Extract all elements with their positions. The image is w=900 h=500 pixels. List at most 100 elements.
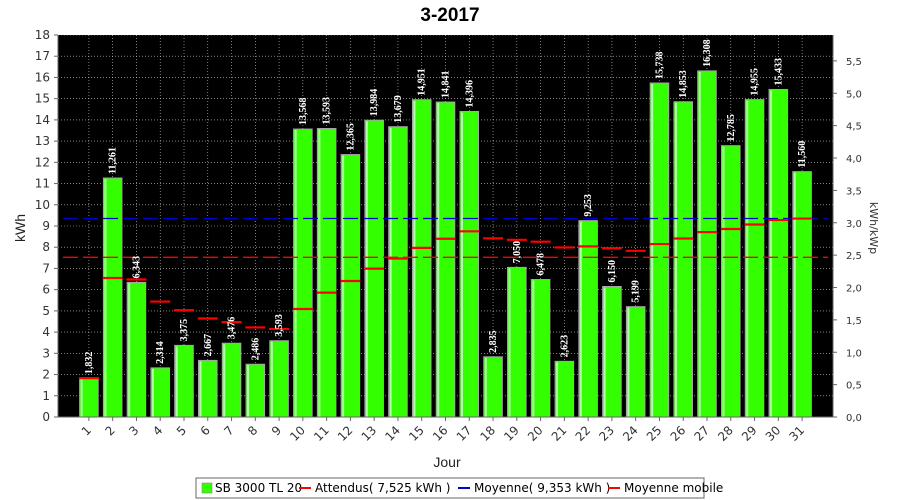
data-labels: 1,832 11,261 6,343 2,314 3,375 2,667 3,476 2,48… [84, 39, 808, 374]
y-tick-label: 14 [35, 113, 50, 127]
y-tick-label: 11 [35, 177, 50, 191]
x-tick-label: 10 [287, 423, 308, 444]
data-label: 2,623 [559, 335, 570, 358]
legend: SB 3000 TL 20 Attendus( 7,525 kWh ) Moyenn… [195, 477, 723, 499]
x-tick-label: 18 [477, 423, 498, 444]
x-tick-label: 24 [620, 423, 641, 444]
x-tick-label: 3 [126, 423, 141, 438]
y2-tick-label: 3,5 [846, 186, 862, 197]
legend-label: Attendus( 7,525 kWh ) [315, 481, 450, 495]
y2-tick-label: 0,0 [846, 413, 862, 424]
x-tick-label: 4 [150, 423, 165, 438]
moving-average-series [78, 217, 813, 380]
y-tick-label: 3 [42, 346, 50, 360]
x-tick-label: 29 [739, 423, 760, 444]
data-label: 16,308 [702, 39, 713, 67]
y2-tick-label: 1,0 [846, 348, 862, 359]
y-tick-label: 15 [35, 92, 50, 106]
y-tick-label: 17 [35, 49, 50, 63]
x-tick-label: 20 [525, 423, 546, 444]
x-tick-label: 21 [549, 423, 570, 444]
data-label: 14,396 [464, 80, 475, 108]
x-tick-label: 27 [691, 423, 712, 444]
y2-axis-label: kWh/kWp [867, 202, 880, 254]
data-label: 14,853 [678, 70, 689, 98]
y-tick-label: 7 [42, 261, 50, 275]
x-tick-label: 16 [430, 423, 451, 444]
legend-label: Moyenne mobile [624, 481, 723, 495]
data-label: 11,560 [797, 141, 808, 168]
x-tick-label: 12 [335, 423, 356, 444]
y-tick-label: 9 [42, 219, 50, 233]
x-tick-label: 7 [221, 423, 236, 438]
data-label: 3,375 [179, 319, 190, 342]
data-label: 13,568 [298, 98, 309, 126]
x-tick-label: 23 [596, 423, 617, 444]
y-tick-label: 1 [42, 389, 50, 403]
data-label: 13,593 [322, 97, 333, 125]
legend-swatch [201, 482, 213, 494]
y2-tick-label: 1,5 [846, 316, 862, 327]
x-tick-label: 11 [311, 423, 332, 444]
legend-label: Moyenne( 9,353 kWh ) [474, 481, 610, 495]
data-label: 2,486 [250, 338, 261, 361]
y-tick-label: 16 [35, 70, 50, 84]
data-label: 6,150 [607, 260, 618, 283]
y2-tick-label: 2,5 [846, 251, 862, 262]
data-label: 13,679 [393, 95, 404, 123]
x-tick-label: 1 [79, 423, 94, 438]
data-label: 14,951 [417, 68, 428, 96]
x-tick-label: 19 [501, 423, 522, 444]
data-label: 14,841 [441, 71, 452, 99]
data-label: 11,261 [108, 147, 119, 174]
data-label: 12,785 [726, 114, 737, 142]
bar-series [79, 70, 812, 418]
data-label: 14,955 [750, 68, 761, 96]
data-label: 13,984 [369, 89, 380, 117]
legend-label: SB 3000 TL 20 [215, 481, 302, 495]
data-label: 2,667 [203, 334, 214, 357]
y2-tick-label: 4,5 [846, 122, 862, 133]
data-label: 3,476 [227, 317, 238, 340]
y2-tick-label: 4,0 [846, 154, 862, 165]
x-tick-label: 31 [787, 423, 808, 444]
y2-tick-label: 5,0 [846, 89, 862, 100]
x-tick-label: 2 [102, 423, 117, 438]
chart-title: 3-2017 [420, 5, 479, 26]
x-tick-label: 30 [763, 423, 784, 444]
y2-tick-label: 5,5 [846, 57, 862, 68]
y-tick-label: 12 [35, 155, 50, 169]
x-tick-label: 17 [454, 423, 475, 444]
x-tick-label: 15 [406, 423, 427, 444]
data-label: 7,050 [512, 241, 523, 264]
data-label: 15,738 [654, 52, 665, 80]
x-tick-label: 25 [644, 423, 665, 444]
x-tick-label: 13 [359, 423, 380, 444]
data-label: 3,593 [274, 314, 285, 337]
x-axis: 1 2 3 4 5 6 7 8 9 10 11 12 13 14 15 16 17 18 19 20 21 22 23 24 2… [58, 416, 833, 444]
data-label: 6,343 [131, 256, 142, 279]
data-label: 2,314 [155, 341, 166, 364]
x-tick-label: 26 [668, 423, 689, 444]
x-tick-label: 8 [245, 423, 260, 438]
data-label: 5,199 [631, 280, 642, 303]
data-label: 12,365 [345, 123, 356, 151]
y-tick-label: 8 [42, 240, 50, 254]
x-tick-label: 6 [198, 423, 213, 438]
y2-tick-label: 0,5 [846, 381, 862, 392]
y2-axis: 0,0 0,5 1,0 1,5 2,0 2,5 3,0 3,5 4,0 4,5 5,0 5,5 [832, 35, 862, 424]
y2-tick-label: 3,0 [846, 219, 862, 230]
y-axis-label: kWh [12, 214, 28, 242]
data-label: 15,433 [773, 58, 784, 86]
data-label: 1,832 [84, 352, 95, 375]
x-axis-label: Jour [433, 454, 461, 470]
data-label: 6,478 [536, 253, 547, 276]
x-tick-label: 5 [174, 423, 189, 438]
y-tick-label: 5 [42, 304, 50, 318]
data-label: 9,253 [583, 194, 594, 217]
y-tick-label: 2 [42, 368, 50, 382]
y-tick-label: 4 [42, 325, 50, 339]
x-tick-label: 22 [573, 423, 594, 444]
